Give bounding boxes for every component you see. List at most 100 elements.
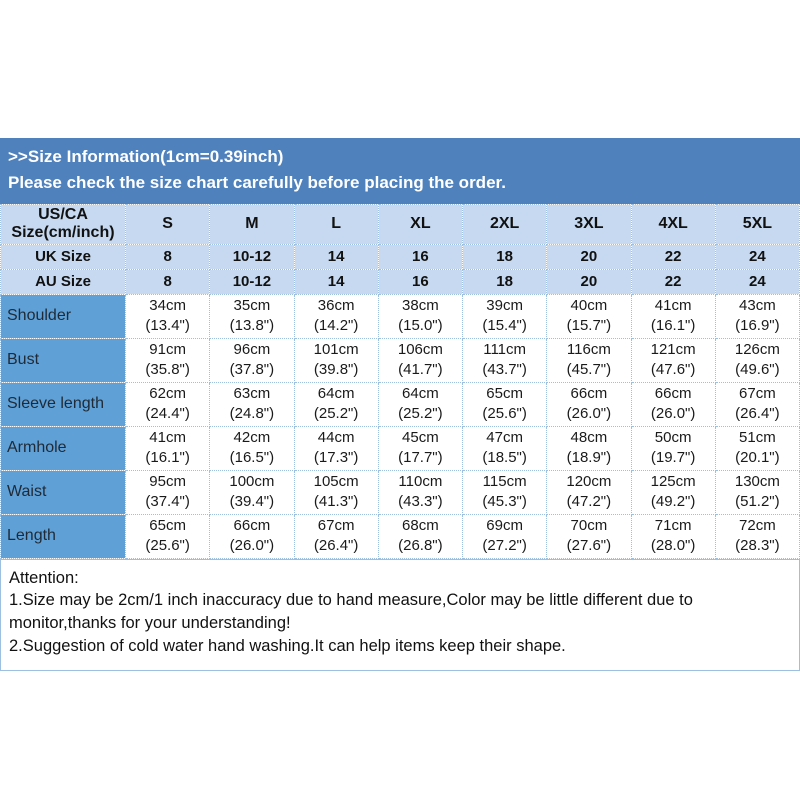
- measurement-value-cell: 121cm (47.6"): [630, 337, 716, 383]
- size-value-cell: 24: [714, 268, 800, 295]
- measurement-inch: (39.8"): [313, 361, 359, 379]
- measurement-inch: (15.7"): [566, 317, 612, 335]
- measurement-cm: 66cm: [570, 384, 608, 402]
- size-value-cell: 8: [124, 268, 211, 295]
- measurement-inch: (15.0"): [398, 317, 443, 335]
- banner-title: >>Size Information(1cm=0.39inch): [8, 147, 284, 166]
- measurement-cm: 101cm: [313, 340, 359, 358]
- measurement-cm: 66cm: [233, 516, 271, 534]
- measurement-row-label: Armhole: [0, 425, 126, 471]
- measurement-value-cell: 116cm (45.7"): [546, 337, 632, 383]
- attention-title: Attention:: [9, 568, 79, 587]
- measurement-cm: 43cm: [739, 296, 776, 314]
- measurement-cm: 66cm: [654, 384, 692, 402]
- measurement-row-label: Shoulder: [0, 293, 126, 339]
- measurement-value-cell: 42cm (16.5"): [209, 425, 295, 471]
- size-row-label: AU Size: [0, 268, 126, 295]
- measurement-value-cell: 65cm (25.6"): [461, 381, 548, 427]
- measurement-cm: 72cm: [739, 516, 776, 534]
- measurement-cm: 42cm: [233, 428, 271, 446]
- measurement-cm: 41cm: [149, 428, 186, 446]
- measurement-value-cell: 36cm (14.2"): [293, 293, 379, 339]
- banner-subtitle: Please check the size chart carefully be…: [8, 173, 506, 193]
- measurement-value-cell: 120cm (47.2"): [546, 469, 632, 515]
- measurement-inch: (16.1"): [650, 317, 696, 335]
- measurement-value-cell: 125cm (49.2"): [630, 469, 716, 515]
- size-header-row: US/CA Size(cm/inch) S M L XL 2XL 3XL 4XL 5XL: [0, 203, 800, 245]
- measurement-cm: 121cm: [650, 340, 696, 358]
- measurement-inch: (26.0"): [650, 405, 696, 423]
- measurement-cm: 95cm: [149, 472, 186, 490]
- measurement-cm: 36cm: [317, 296, 355, 314]
- measurement-cm: 50cm: [654, 428, 692, 446]
- size-value-cell: 10-12: [209, 243, 295, 270]
- size-system-header: US/CA Size(cm/inch): [0, 203, 126, 245]
- measurement-value-cell: 110cm (43.3"): [377, 469, 464, 515]
- measurement-value-cell: 111cm (43.7"): [461, 337, 548, 383]
- measurement-inch: (43.3"): [398, 493, 443, 511]
- measurement-inch: (18.5"): [482, 449, 527, 467]
- measurement-value-cell: 66cm (26.0"): [630, 381, 716, 427]
- measurement-cm: 45cm: [402, 428, 439, 446]
- measurement-cm: 62cm: [149, 384, 186, 402]
- measurement-cm: 110cm: [398, 472, 443, 490]
- measurement-row: Waist 95cm (37.4") 100cm (39.4") 105cm (41.3")…: [0, 469, 800, 515]
- measurement-cm: 38cm: [402, 296, 439, 314]
- attention-box: Attention: 1.Size may be 2cm/1 inch inac…: [0, 558, 800, 671]
- measurement-row: Length 65cm (25.6") 66cm (26.0") 67cm (26.4") 6…: [0, 513, 800, 559]
- measurement-value-cell: 48cm (18.9"): [546, 425, 632, 471]
- measurement-inch: (28.3"): [735, 537, 780, 555]
- size-conversion-row: UK Size 8 10-12 14 16 18 20 22 24: [0, 243, 800, 270]
- measurement-value-cell: 96cm (37.8"): [209, 337, 295, 383]
- measurement-cm: 69cm: [486, 516, 523, 534]
- measurement-value-cell: 130cm (51.2"): [714, 469, 800, 515]
- size-column-header: 2XL: [461, 203, 548, 245]
- measurement-inch: (25.6"): [482, 405, 527, 423]
- measurement-inch: (20.1"): [735, 449, 780, 467]
- measurement-inch: (45.7"): [566, 361, 612, 379]
- measurement-cm: 64cm: [402, 384, 439, 402]
- measurement-row: Armhole 41cm (16.1") 42cm (16.5") 44cm (17.3")…: [0, 425, 800, 471]
- measurement-cm: 51cm: [739, 428, 776, 446]
- measurement-inch: (47.2"): [566, 493, 612, 511]
- size-column-header: 4XL: [630, 203, 716, 245]
- measurement-inch: (13.8"): [229, 317, 275, 335]
- measurement-cm: 126cm: [734, 340, 780, 358]
- size-value-cell: 16: [377, 243, 464, 270]
- measurement-value-cell: 34cm (13.4"): [124, 293, 211, 339]
- measurement-cm: 116cm: [566, 340, 611, 358]
- measurement-cm: 65cm: [149, 516, 186, 534]
- measurement-value-cell: 66cm (26.0"): [209, 513, 295, 559]
- measurement-value-cell: 45cm (17.7"): [377, 425, 464, 471]
- measurement-cm: 65cm: [486, 384, 523, 402]
- measurement-value-cell: 64cm (25.2"): [377, 381, 464, 427]
- measurement-inch: (41.7"): [398, 361, 443, 379]
- measurement-cm: 35cm: [233, 296, 271, 314]
- measurement-row: Shoulder 34cm (13.4") 35cm (13.8") 36cm (14.2"…: [0, 293, 800, 339]
- measurement-inch: (45.3"): [482, 493, 527, 511]
- measurement-value-cell: 105cm (41.3"): [293, 469, 379, 515]
- measurement-cm: 47cm: [486, 428, 523, 446]
- measurement-value-cell: 35cm (13.8"): [209, 293, 295, 339]
- measurement-inch: (24.8"): [229, 405, 275, 423]
- measurement-inch: (37.4"): [145, 493, 190, 511]
- measurement-inch: (16.1"): [145, 449, 190, 467]
- measurement-value-cell: 64cm (25.2"): [293, 381, 379, 427]
- measurement-cm: 67cm: [739, 384, 776, 402]
- measurement-inch: (35.8"): [145, 361, 190, 379]
- size-column-header: 5XL: [714, 203, 800, 245]
- measurement-value-cell: 41cm (16.1"): [630, 293, 716, 339]
- measurement-value-cell: 106cm (41.7"): [377, 337, 464, 383]
- measurement-row-label: Bust: [0, 337, 126, 383]
- measurement-inch: (26.0"): [229, 537, 275, 555]
- measurement-inch: (37.8"): [229, 361, 275, 379]
- banner: >>Size Information(1cm=0.39inch) Please …: [0, 138, 800, 204]
- size-value-cell: 10-12: [209, 268, 295, 295]
- measurement-value-cell: 44cm (17.3"): [293, 425, 379, 471]
- size-column-header: M: [209, 203, 295, 245]
- measurement-cm: 100cm: [229, 472, 275, 490]
- measurement-cm: 125cm: [650, 472, 696, 490]
- size-value-cell: 20: [546, 243, 632, 270]
- measurement-inch: (49.2"): [650, 493, 696, 511]
- measurement-value-cell: 71cm (28.0"): [630, 513, 716, 559]
